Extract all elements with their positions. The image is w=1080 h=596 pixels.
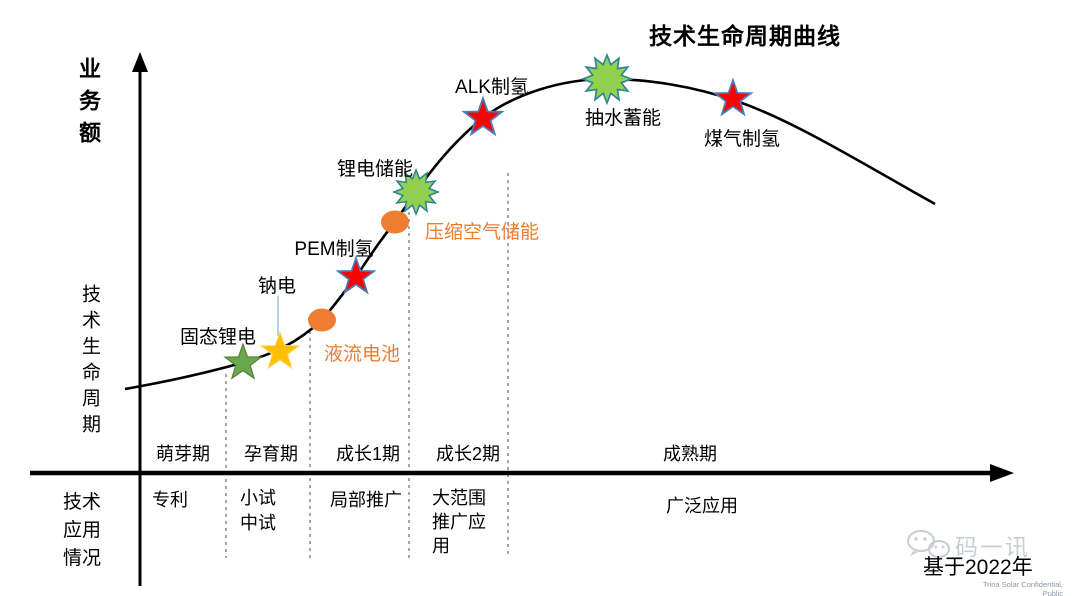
- watermark-text: 码一讯: [955, 534, 1030, 560]
- label-pem-hydrogen: PEM制氢: [294, 239, 374, 260]
- x-axis-arrowhead: [990, 464, 1014, 482]
- application-patent: 专利: [152, 490, 188, 510]
- label-alk-hydrogen: ALK制氢: [455, 77, 529, 98]
- phase-maturity: 成熟期: [663, 444, 717, 464]
- marker-coal-gas-hydrogen-star: [715, 80, 751, 114]
- row-label-application: 技术应用情况: [62, 492, 101, 569]
- label-lithium-storage: 锂电储能: [336, 159, 414, 180]
- application-wide-rollout: 大范围推广应用: [432, 488, 486, 556]
- application-broad-use: 广泛应用: [666, 496, 738, 516]
- basis-year-note: 基于2022年: [923, 556, 1033, 579]
- marker-solid-state-lithium-star: [225, 344, 261, 378]
- label-sodium-battery: 钠电: [257, 276, 297, 297]
- label-coal-gas-hydrogen: 煤气制氢: [703, 129, 781, 150]
- marker-pumped-hydro-burst: [583, 55, 631, 103]
- chart-title: 技术生命周期曲线: [649, 23, 841, 49]
- watermark: 码一讯: [905, 528, 1030, 562]
- confidential-note: Trina Solar Confidential, Public: [982, 580, 1063, 596]
- phase-growth-1: 成长1期: [335, 444, 401, 464]
- phase-incubation: 孕育期: [244, 444, 298, 464]
- phase-germination: 萌芽期: [156, 444, 210, 464]
- y-axis-label: 业务额: [76, 57, 101, 153]
- application-pilot-test: 小试中试: [240, 488, 276, 533]
- marker-flow-battery-dot: [308, 308, 336, 332]
- row-label-lifecycle: 技术生命周期: [79, 284, 100, 440]
- label-solid-state-lithium: 固态锂电: [179, 327, 257, 348]
- label-flow-battery: 液流电池: [323, 344, 401, 365]
- phase-growth-2: 成长2期: [435, 444, 501, 464]
- application-local-rollout: 局部推广: [330, 490, 402, 510]
- label-pumped-hydro: 抽水蓄能: [584, 108, 662, 129]
- stage-separator-lines: [225, 173, 509, 558]
- label-compressed-air-storage: 压缩空气储能: [424, 222, 540, 243]
- marker-pem-hydrogen-star: [338, 258, 374, 292]
- marker-compressed-air-dot: [381, 210, 409, 234]
- y-axis-arrowhead: [132, 52, 148, 72]
- marker-sodium-battery-star: [261, 332, 299, 368]
- wechat-icon: [907, 530, 950, 558]
